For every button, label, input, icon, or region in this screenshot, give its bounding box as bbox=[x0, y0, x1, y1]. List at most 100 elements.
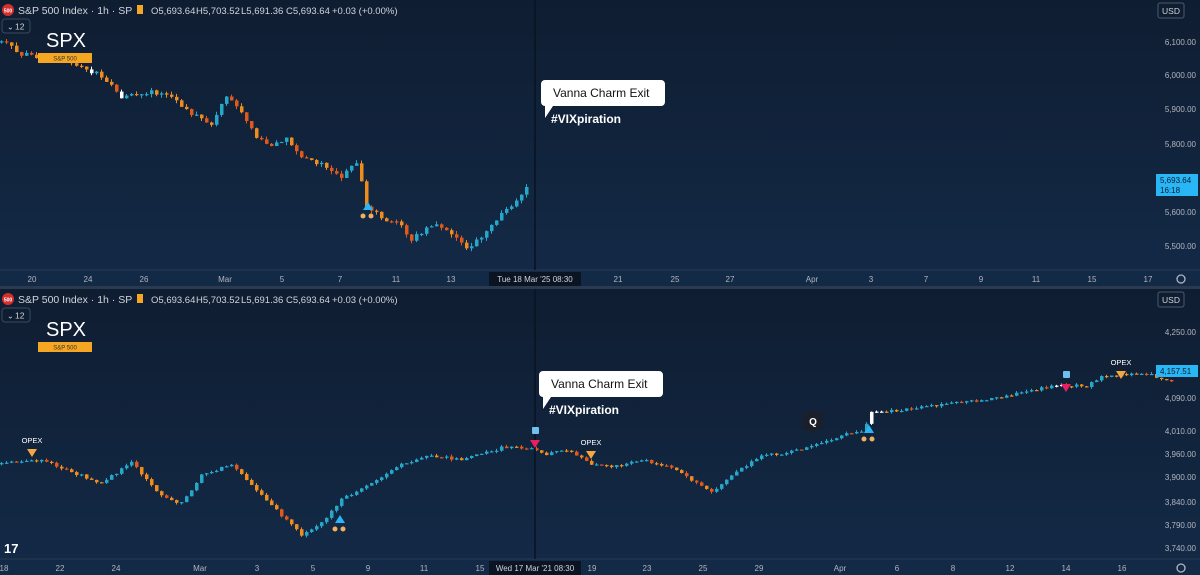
chart-pane-bottom[interactable]: 500 S&P 500 Index · 1h · SP O5,693.64 H5,70… bbox=[0, 289, 1200, 575]
ohlc-o: O5,693.64 bbox=[151, 295, 195, 306]
q-tag[interactable] bbox=[803, 412, 823, 434]
candle-body bbox=[810, 445, 814, 448]
candle-body bbox=[110, 475, 114, 480]
candle-body bbox=[90, 478, 94, 480]
marker-down-triangle[interactable] bbox=[1116, 371, 1126, 379]
candle-body bbox=[145, 94, 149, 96]
candle-body bbox=[560, 450, 564, 452]
tradingview-logo-icon[interactable]: 17 bbox=[4, 541, 18, 556]
candle-body bbox=[1030, 390, 1034, 392]
candle-body bbox=[660, 463, 664, 466]
candle-body bbox=[180, 502, 184, 504]
candle-body bbox=[395, 221, 399, 223]
exchange-badge-text: 500 bbox=[4, 298, 13, 304]
pane-splitter[interactable] bbox=[0, 286, 1200, 289]
marker-down-triangle[interactable] bbox=[530, 440, 540, 448]
candle-body bbox=[340, 173, 344, 178]
candle-body bbox=[645, 460, 649, 462]
candle-body bbox=[980, 400, 984, 402]
x-tick-label: 11 bbox=[420, 564, 429, 573]
candle-body bbox=[465, 458, 469, 461]
candle-body bbox=[525, 448, 529, 450]
exchange-badge-text: 500 bbox=[4, 9, 13, 15]
interval-chip[interactable] bbox=[1, 18, 31, 34]
candle-body bbox=[110, 81, 114, 85]
candle-body bbox=[185, 496, 189, 503]
currency-label: USD bbox=[1162, 295, 1180, 305]
ohlc-h: H5,703.52 bbox=[196, 295, 240, 306]
marker-down-triangle[interactable] bbox=[586, 451, 596, 459]
interval-chip[interactable] bbox=[1, 307, 31, 323]
candle-body bbox=[95, 71, 99, 74]
candle-body bbox=[210, 122, 214, 125]
candle-body bbox=[50, 461, 54, 463]
candle-body bbox=[220, 466, 224, 471]
settings-gear-icon[interactable] bbox=[1176, 563, 1186, 573]
candle-body bbox=[40, 459, 44, 462]
annotation-callout[interactable] bbox=[541, 80, 665, 118]
x-tick-label: 23 bbox=[643, 564, 652, 573]
candle-body bbox=[215, 470, 219, 473]
price-chart-top[interactable]: 500 S&P 500 Index · 1h · SP O5,693.64 H5,70… bbox=[0, 0, 1200, 286]
settings-gear-icon[interactable] bbox=[1176, 274, 1186, 284]
candle-body bbox=[555, 451, 559, 453]
marker-down-triangle[interactable] bbox=[27, 449, 37, 457]
candle-body bbox=[665, 465, 669, 467]
candle-body bbox=[155, 485, 159, 492]
candle-body bbox=[200, 474, 204, 483]
candle-body bbox=[485, 451, 489, 454]
symbol-title[interactable]: S&P 500 Index · 1h · SP bbox=[18, 5, 132, 17]
ohlc-c: C5,693.64 bbox=[286, 295, 330, 306]
candle-body bbox=[385, 218, 389, 222]
y-tick-label: 3,900.00 bbox=[1165, 473, 1197, 482]
candle-body bbox=[1085, 386, 1089, 388]
flag-icon[interactable] bbox=[137, 294, 143, 303]
candle-body bbox=[835, 438, 839, 441]
price-chart-bottom[interactable]: 500 S&P 500 Index · 1h · SP O5,693.64 H5,70… bbox=[0, 289, 1200, 575]
x-tick-label: 25 bbox=[671, 275, 680, 284]
candle-body bbox=[165, 495, 169, 498]
candle-body bbox=[370, 483, 374, 486]
crosshair-time-label: Tue 18 Mar '25 08:30 bbox=[497, 275, 573, 284]
marker-up-triangle[interactable] bbox=[363, 202, 373, 210]
candle-body bbox=[550, 452, 554, 456]
candle-body bbox=[740, 467, 744, 472]
candle-body bbox=[990, 398, 994, 401]
candle-body bbox=[140, 94, 144, 96]
candle-body bbox=[1035, 390, 1039, 392]
candle-body bbox=[605, 465, 609, 467]
candle-body bbox=[800, 449, 804, 451]
chevron-down-icon[interactable]: ⌄ bbox=[7, 23, 14, 32]
marker-up-triangle[interactable] bbox=[864, 425, 874, 433]
chevron-down-icon[interactable]: ⌄ bbox=[7, 312, 14, 321]
candle-body bbox=[585, 457, 589, 461]
last-price-box bbox=[1156, 365, 1198, 377]
candle-body bbox=[520, 446, 524, 449]
candle-body bbox=[1130, 373, 1134, 376]
symbol-title[interactable]: S&P 500 Index · 1h · SP bbox=[18, 294, 132, 306]
candle-body bbox=[950, 402, 954, 404]
candle-body bbox=[345, 170, 349, 178]
candle-body bbox=[790, 450, 794, 453]
marker-up-triangle[interactable] bbox=[335, 515, 345, 523]
candle-body bbox=[975, 400, 979, 402]
candle-body bbox=[70, 469, 74, 473]
candle-body bbox=[380, 211, 384, 219]
marker-down-triangle[interactable] bbox=[1061, 384, 1071, 392]
candle-body bbox=[305, 157, 309, 159]
chart-pane-top[interactable]: 500 S&P 500 Index · 1h · SP O5,693.64 H5,70… bbox=[0, 0, 1200, 286]
annotation-callout[interactable] bbox=[539, 371, 663, 409]
candle-body bbox=[830, 440, 834, 442]
candle-body bbox=[510, 446, 514, 449]
candle-body bbox=[355, 163, 359, 166]
crosshair-time-label: Wed 17 Mar '21 08:30 bbox=[496, 564, 575, 573]
flag-icon[interactable] bbox=[137, 5, 143, 14]
candle-body bbox=[610, 465, 614, 468]
currency-button[interactable] bbox=[1157, 2, 1185, 19]
candle-body bbox=[240, 469, 244, 474]
currency-button[interactable] bbox=[1157, 291, 1185, 308]
chart-title: SPX bbox=[46, 319, 86, 341]
candle-body bbox=[130, 461, 134, 466]
candle-body bbox=[1140, 373, 1144, 376]
candle-body bbox=[480, 453, 484, 455]
